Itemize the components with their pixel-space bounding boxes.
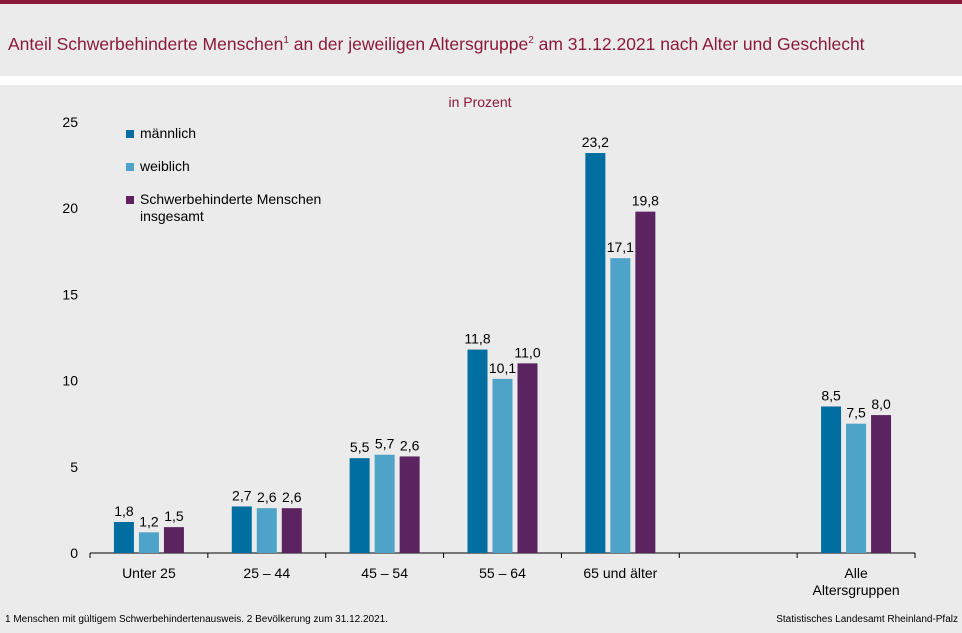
- x-tick-label: 45 – 54: [361, 565, 408, 581]
- x-tick-label: Unter 25: [122, 565, 176, 581]
- legend-label: insgesamt: [140, 208, 204, 224]
- data-label: 19,8: [632, 193, 659, 209]
- data-label: 8,0: [871, 396, 891, 412]
- y-tick-label: 25: [62, 114, 78, 130]
- x-tick-label: 55 – 64: [479, 565, 526, 581]
- data-label: 2,7: [232, 487, 252, 503]
- chart-title: Anteil Schwerbehinderte Menschen1 an der…: [8, 34, 865, 55]
- bar: [846, 423, 867, 553]
- title-end: am 31.12.2021 nach Alter und Geschlecht: [533, 34, 865, 54]
- legend-label: männlich: [140, 125, 196, 141]
- data-label: 2,6: [282, 489, 302, 505]
- title-footnote-2: 2: [528, 35, 534, 47]
- bar: [281, 508, 302, 553]
- y-tick-label: 15: [62, 286, 78, 302]
- x-tick-label: Altersgruppen: [812, 582, 899, 598]
- bar: [635, 211, 656, 553]
- x-tick-label: 65 und älter: [583, 565, 657, 581]
- bar: [138, 532, 159, 553]
- chart-subtitle: in Prozent: [448, 94, 511, 110]
- bar: [163, 527, 184, 553]
- bar: [399, 456, 420, 553]
- data-label: 7,5: [846, 405, 866, 421]
- header-divider: [0, 76, 962, 85]
- data-label: 11,0: [514, 344, 540, 360]
- bar: [610, 258, 631, 553]
- bar: [492, 378, 513, 553]
- y-tick-label: 20: [62, 200, 78, 216]
- data-label: 1,8: [114, 503, 134, 519]
- title-mid: an der jeweiligen Altersgruppe: [288, 34, 529, 54]
- legend-swatch: [126, 130, 134, 138]
- y-tick-label: 0: [70, 545, 78, 561]
- data-label: 10,1: [489, 360, 516, 376]
- title-main: Anteil Schwerbehinderte Menschen: [8, 34, 284, 54]
- footnote: 1 Menschen mit gültigem Schwerbehinderte…: [5, 614, 388, 625]
- bar: [517, 363, 538, 553]
- data-label: 1,5: [164, 508, 184, 524]
- bar: [256, 508, 277, 553]
- legend-label: Schwerbehinderte Menschen: [140, 191, 321, 207]
- x-tick-label: Alle: [844, 565, 868, 581]
- source-credit: Statistisches Landesamt Rheinland-Pfalz: [776, 614, 958, 625]
- top-rule: [0, 0, 962, 4]
- x-tick-label: 25 – 44: [243, 565, 290, 581]
- data-label: 5,7: [375, 436, 395, 452]
- title-footnote-1: 1: [283, 35, 289, 47]
- data-label: 23,2: [582, 134, 609, 150]
- legend-swatch: [126, 163, 134, 171]
- bar: [231, 506, 252, 553]
- bar: [349, 458, 370, 553]
- y-tick-label: 5: [70, 459, 78, 475]
- data-label: 8,5: [821, 387, 841, 403]
- bar: [871, 415, 892, 553]
- data-label: 2,6: [400, 437, 420, 453]
- data-label: 5,5: [350, 439, 370, 455]
- y-tick-label: 10: [62, 373, 78, 389]
- bar: [585, 153, 606, 554]
- data-label: 1,2: [139, 513, 159, 529]
- data-label: 17,1: [607, 239, 634, 255]
- bar: [467, 349, 488, 553]
- bar: [821, 406, 842, 553]
- legend-swatch: [126, 196, 134, 204]
- data-label: 2,6: [257, 489, 277, 505]
- bar: [113, 521, 134, 553]
- data-label: 11,8: [464, 331, 490, 347]
- bar: [374, 454, 395, 553]
- legend-label: weiblich: [139, 158, 190, 174]
